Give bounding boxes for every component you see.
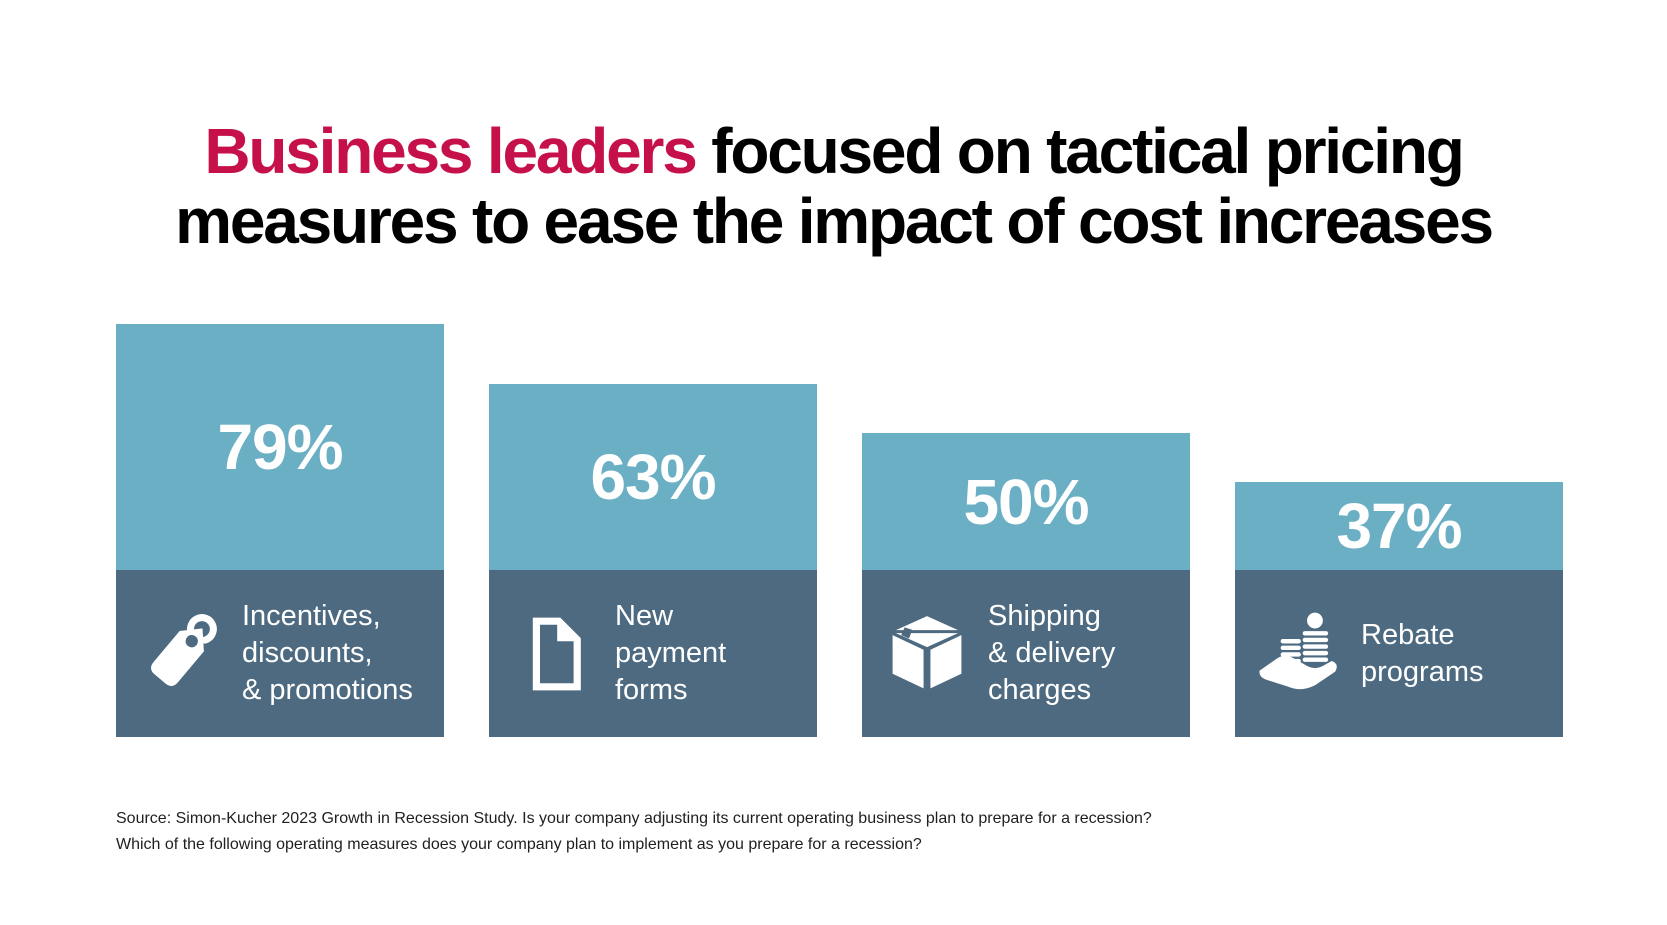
price-tag-icon bbox=[136, 610, 226, 698]
bar-new-payment-forms: 63% New payment forms bbox=[489, 384, 817, 737]
hand-coins-icon bbox=[1255, 610, 1345, 698]
page-title: Business leaders focused on tactical pri… bbox=[0, 116, 1667, 257]
bar-chart: 79% Incentives, discounts, & promotions bbox=[116, 324, 1563, 737]
bar-value-section: 50% bbox=[862, 433, 1190, 570]
bar-value: 79% bbox=[217, 411, 343, 483]
bar-rebate-programs: 37% Rebate pro bbox=[1235, 482, 1563, 737]
bar-label-section: Shipping & delivery charges bbox=[862, 570, 1190, 737]
bar-label: Incentives, discounts, & promotions bbox=[242, 600, 413, 706]
package-box-icon bbox=[882, 611, 972, 697]
bar-label: Rebate programs bbox=[1361, 618, 1484, 688]
title-highlight: Business leaders bbox=[204, 115, 698, 187]
bar-value-section: 79% bbox=[116, 324, 444, 570]
bar-value-section: 37% bbox=[1235, 482, 1563, 570]
title-line1-rest: focused on tactical pricing bbox=[695, 115, 1465, 187]
bar-value: 50% bbox=[963, 465, 1089, 538]
document-icon bbox=[509, 614, 599, 694]
bar-incentives: 79% Incentives, discounts, & promotions bbox=[116, 324, 444, 737]
bar-label: Shipping & delivery charges bbox=[988, 600, 1116, 706]
bar-label-section: New payment forms bbox=[489, 570, 817, 737]
source-line-1: Source: Simon-Kucher 2023 Growth in Rece… bbox=[116, 810, 1152, 827]
bar-label-section: Incentives, discounts, & promotions bbox=[116, 570, 444, 737]
bar-shipping-charges: 50% Shipping & delivery charges bbox=[862, 433, 1190, 737]
source-note: Source: Simon-Kucher 2023 Growth in Rece… bbox=[116, 806, 1152, 857]
bar-value-section: 63% bbox=[489, 384, 817, 570]
bar-label-section: Rebate programs bbox=[1235, 570, 1563, 737]
bar-label: New payment forms bbox=[615, 600, 727, 706]
bar-value: 37% bbox=[1336, 490, 1462, 562]
bar-value: 63% bbox=[590, 441, 716, 513]
source-line-2: Which of the following operating measure… bbox=[116, 835, 922, 853]
title-line2: measures to ease the impact of cost incr… bbox=[175, 185, 1494, 258]
